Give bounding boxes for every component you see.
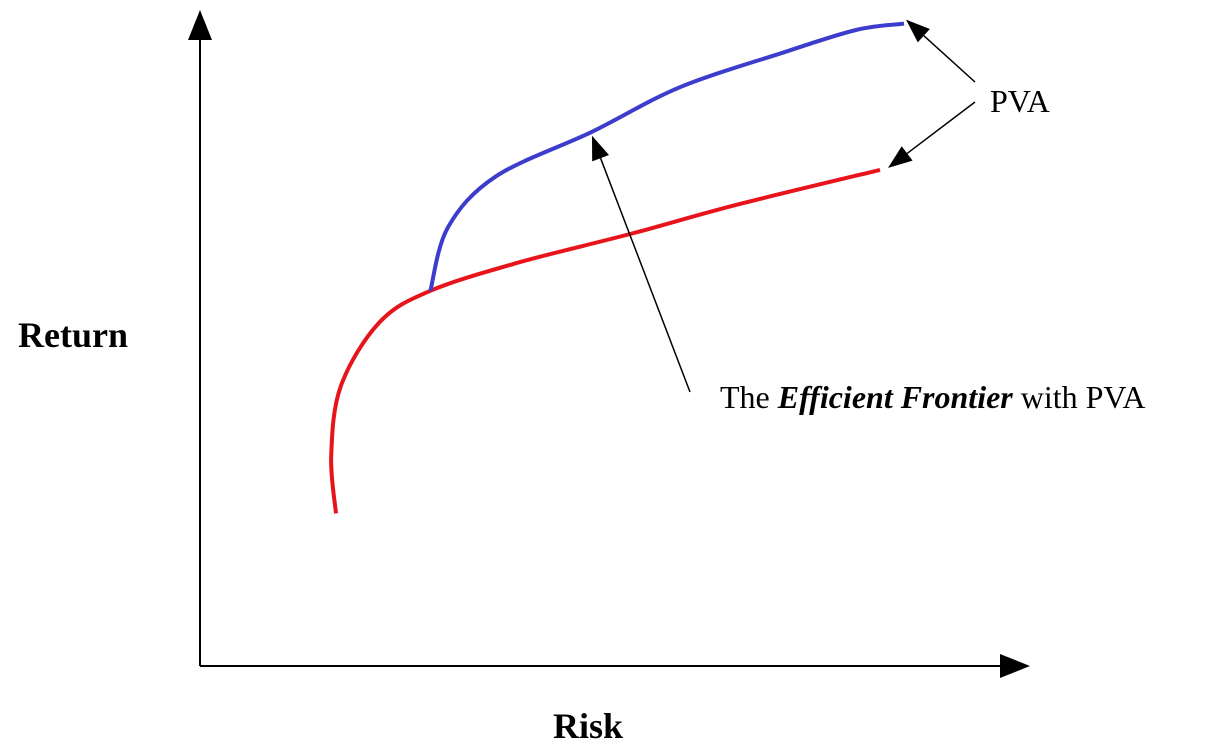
- efficient-frontier-annotation-emphasis: Efficient Frontier: [777, 379, 1014, 415]
- pva-annotation-label: PVA: [990, 83, 1050, 119]
- y-axis-label: Return: [18, 315, 128, 355]
- x-axis-label: Risk: [553, 706, 623, 745]
- series-line-1: [329, 167, 881, 514]
- efficient-frontier-annotation-prefix: The: [720, 379, 778, 415]
- axes: [188, 10, 1030, 678]
- efficient-frontier-pointer-arrow-icon: [592, 135, 609, 162]
- pva-pointer-2-line: [906, 101, 976, 155]
- efficient-frontier-annotation-suffix: with PVA: [1013, 379, 1146, 415]
- pva-pointer-1-line: [923, 35, 976, 83]
- series-line-2: [428, 21, 905, 292]
- y-axis-arrow-icon: [188, 10, 212, 40]
- efficient-frontier-annotation-label: The Efficient Frontier with PVA: [720, 379, 1146, 415]
- series-layer: [329, 21, 905, 514]
- pva-pointer-2-arrow-icon: [888, 146, 913, 168]
- pva-pointer-1-arrow-icon: [906, 19, 930, 43]
- efficient-frontier-pointer-line: [599, 157, 691, 393]
- pointer-layer: [592, 19, 976, 393]
- x-axis-arrow-icon: [1000, 654, 1030, 678]
